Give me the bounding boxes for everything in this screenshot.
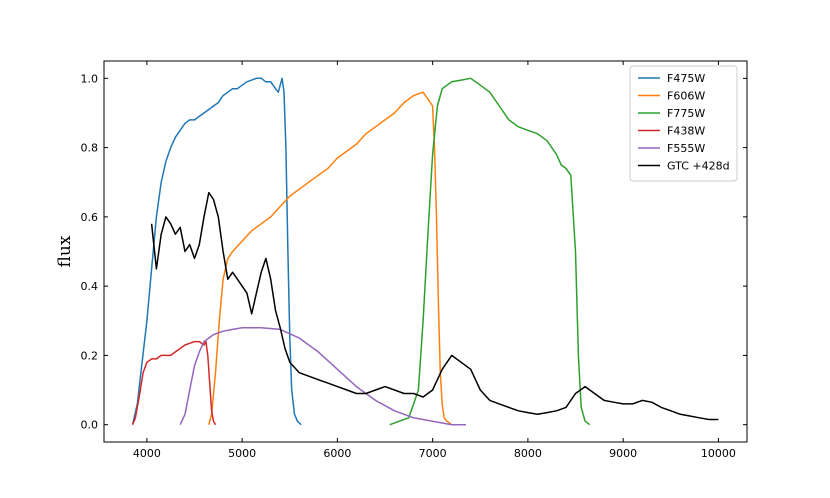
series-line-f438w: [131, 340, 217, 426]
y-tick-label: 0.2: [81, 349, 99, 362]
legend-label: F555W: [667, 142, 705, 155]
series-line-f775w: [389, 77, 591, 426]
x-tick-label: 7000: [419, 447, 447, 460]
y-tick-label: 0.4: [81, 280, 99, 293]
x-tick-label: 10000: [701, 447, 736, 460]
legend-label: F475W: [667, 72, 705, 85]
legend-label: F606W: [667, 90, 705, 103]
legend: F475W F606W F775W F438W F555W GTC +428d: [629, 65, 738, 182]
y-tick-label: 1.0: [81, 72, 99, 85]
x-tick-label: 5000: [228, 447, 256, 460]
x-tick-label: 6000: [323, 447, 351, 460]
series-line-f606w: [208, 91, 453, 426]
x-tick-label: 9000: [609, 447, 637, 460]
series-line-f555w: [179, 326, 466, 426]
x-tick-label: 8000: [514, 447, 542, 460]
legend-label: F438W: [667, 125, 705, 138]
y-tick-label: 0.8: [81, 142, 99, 155]
x-tick-label: 4000: [133, 447, 161, 460]
plot-frame: [103, 60, 748, 443]
y-tick-label: 0.6: [81, 211, 99, 224]
y-tick-label: 0.0: [81, 419, 99, 432]
series-layer: [131, 77, 719, 426]
ticks-layer: 4000 5000 6000 7000 8000 9000 10000 0.0 0.2 0.4 0.…: [81, 61, 747, 460]
legend-label: GTC +428d: [667, 160, 730, 173]
series-line-gtc-428d: [150, 191, 719, 421]
series-line-f475w: [131, 77, 302, 426]
legend-label: F775W: [667, 107, 705, 120]
y-axis-label: flux: [55, 235, 75, 267]
